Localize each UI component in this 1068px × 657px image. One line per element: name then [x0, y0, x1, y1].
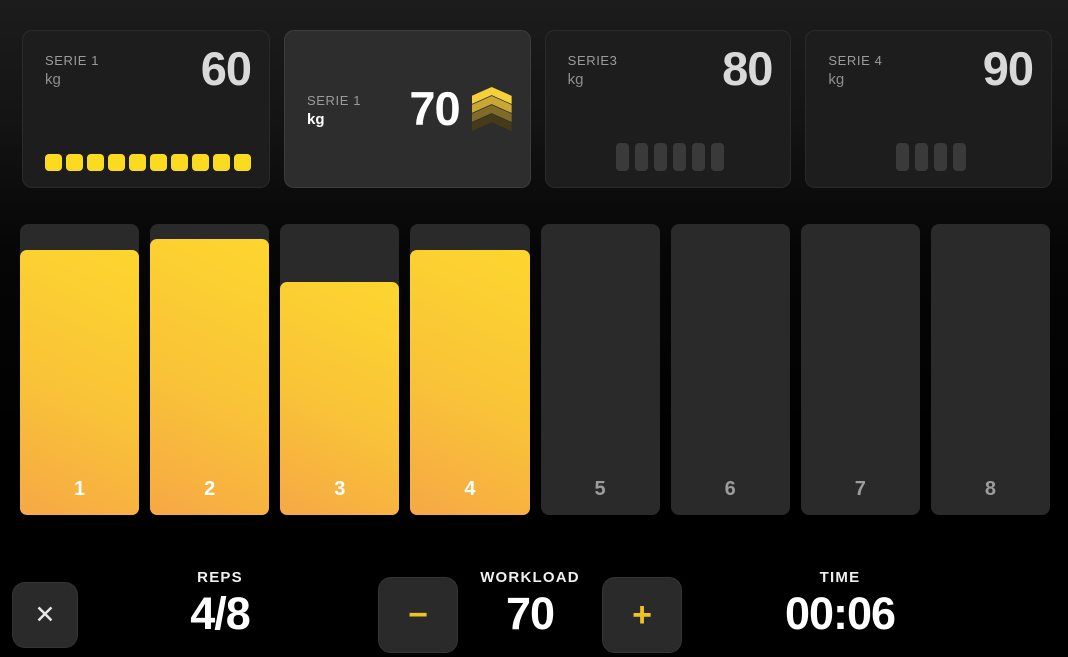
workload-value: 70 — [505, 588, 555, 639]
close-button[interactable]: ✕ — [12, 582, 78, 648]
unit-label: kg — [567, 71, 584, 88]
series-label: SERIE 4 — [828, 53, 883, 68]
rep-bar-1: 1 — [20, 224, 140, 515]
rep-bar-number: 2 — [204, 478, 216, 500]
workload-decrease-button[interactable]: − — [378, 577, 458, 653]
weight-value: 80 — [722, 42, 773, 95]
weight-value: 90 — [982, 42, 1034, 95]
segment — [129, 154, 146, 171]
series-card-2-header: SERIE 1 kg 70 — [307, 82, 512, 135]
plus-icon: + — [632, 595, 652, 634]
workload-label: WORKLOAD — [480, 569, 580, 586]
reps-value: 4/8 — [190, 588, 251, 639]
segment — [711, 143, 724, 171]
rep-progress-segments — [568, 143, 773, 171]
time-value: 00:06 — [784, 588, 896, 639]
rep-bar-7: 7 — [800, 224, 920, 515]
series-card-4-header: SERIE 4 kg 90 — [828, 42, 1034, 95]
segment — [171, 154, 188, 171]
segment — [635, 143, 648, 171]
segment — [108, 154, 125, 171]
rep-bar-fill — [410, 250, 530, 515]
rep-bar-8: 8 — [930, 224, 1050, 515]
segment — [192, 154, 209, 171]
segment — [150, 154, 167, 171]
segment — [234, 154, 251, 171]
reps-readout: REPS 4/8 — [120, 568, 320, 640]
rep-bar-number: 6 — [724, 478, 736, 500]
rep-bar-6: 6 — [670, 224, 790, 515]
rep-bar-3: 3 — [280, 224, 400, 515]
close-icon: ✕ — [34, 601, 56, 629]
time-label: TIME — [819, 569, 861, 586]
series-card-1-header: SERIE 1 kg 60 — [45, 42, 252, 95]
segment — [45, 154, 62, 171]
segment — [616, 143, 629, 171]
workload-increase-button[interactable]: + — [602, 577, 682, 653]
segment — [66, 154, 83, 171]
series-card-1[interactable]: SERIE 1 kg 60 — [22, 30, 270, 188]
rep-bar-number: 8 — [984, 478, 996, 500]
rep-bar-number: 1 — [74, 478, 86, 500]
segment — [692, 143, 705, 171]
rep-bar-number: 5 — [594, 478, 606, 500]
series-card-row: SERIE 1 kg 60 SERIE 1 kg 70 — [22, 30, 1053, 188]
rep-bar-number: 3 — [334, 478, 346, 500]
series-label: SERIE3 — [567, 53, 618, 68]
workload-readout: WORKLOAD 70 — [455, 568, 605, 640]
unit-label: kg — [45, 71, 61, 88]
segment — [213, 154, 230, 171]
minus-icon: − — [408, 595, 428, 634]
reps-label: REPS — [197, 569, 243, 586]
unit-label: kg — [828, 71, 845, 88]
series-label: SERIE 1 — [307, 93, 362, 108]
segment — [654, 143, 667, 171]
rep-bar-fill — [150, 238, 270, 515]
chevrons-up-icon — [471, 87, 512, 131]
series-label: SERIE 1 — [45, 53, 100, 68]
rep-bar-2: 2 — [150, 224, 270, 515]
rep-bar-fill — [280, 282, 400, 515]
segment — [952, 143, 966, 171]
rep-bar-4: 4 — [410, 224, 530, 515]
time-readout: TIME 00:06 — [740, 568, 940, 640]
segment — [87, 154, 104, 171]
rep-progress-segments — [828, 143, 1033, 171]
rep-bar-5: 5 — [540, 224, 660, 515]
rep-bar-number: 4 — [464, 478, 476, 500]
rep-progress-squares — [45, 154, 251, 171]
series-card-3-header: SERIE3 kg 80 — [567, 42, 774, 95]
segment — [914, 143, 928, 171]
series-card-4[interactable]: SERIE 4 kg 90 — [805, 30, 1053, 188]
series-card-3[interactable]: SERIE3 kg 80 — [544, 30, 792, 188]
segment — [673, 143, 686, 171]
weight-value: 70 — [409, 82, 460, 135]
rep-bar-chart: 1 2 3 4 5 6 7 8 — [20, 224, 1050, 515]
segment — [933, 143, 947, 171]
rep-bar-fill — [20, 250, 140, 515]
rep-bar-number: 7 — [854, 478, 866, 500]
weight-value: 60 — [200, 42, 252, 95]
segment — [895, 143, 909, 171]
series-card-2-active[interactable]: SERIE 1 kg 70 — [284, 30, 531, 188]
unit-label: kg — [307, 111, 325, 128]
